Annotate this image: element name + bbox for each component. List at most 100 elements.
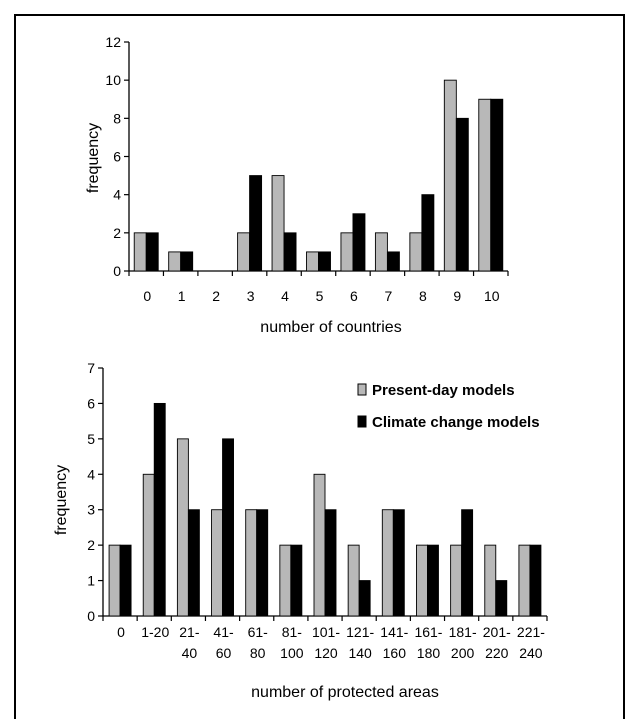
chart-protected-bar-present (484, 544, 497, 617)
chart-protected-x-tick-label: 100 (280, 645, 304, 661)
chart-countries-x-tick-label: 10 (484, 288, 500, 304)
chart-protected-x-tick-label: 1-20 (141, 624, 169, 640)
chart-protected-x-tick-label: 181- (449, 624, 477, 640)
chart-protected-bar-present (381, 509, 394, 617)
legend: Present-day models Climate change models (357, 382, 540, 431)
chart-protected-bar-climate (358, 580, 371, 617)
chart-protected-bar-climate (222, 438, 234, 617)
chart-protected-x-tick-label: 180 (417, 645, 441, 661)
chart-countries-bar-climate (421, 194, 435, 272)
chart-countries-xlabel: number of countries (260, 319, 401, 336)
chart-protected-bar-present (108, 544, 121, 617)
chart-protected-x-tick-label: 200 (451, 645, 475, 661)
chart-protected-bar-present (347, 544, 360, 617)
chart-protected-areas: number of protected areas frequency Pres… (53, 360, 548, 701)
chart-protected-x-tick-label: 0 (117, 624, 125, 640)
chart-countries-bar-climate (386, 251, 400, 272)
chart-countries-x-tick-label: 5 (316, 288, 324, 304)
chart-countries-bar-present (340, 232, 354, 272)
chart-protected-bar-climate (461, 509, 474, 617)
chart-protected-bar-climate (119, 544, 132, 617)
chart-countries-bar-present (237, 232, 251, 272)
chart-protected-x-tick-label: 161- (414, 624, 442, 640)
chart-countries-x-tick-label: 4 (281, 288, 289, 304)
chart-protected-x-tick-label: 221- (517, 624, 545, 640)
chart-protected-x-tick-label: 21- (179, 624, 200, 640)
chart-protected-bar-climate (324, 509, 337, 617)
chart-countries-bar-present (306, 251, 319, 272)
chart-countries: number of countries frequency 0246810120… (85, 34, 509, 336)
chart-protected-x-tick-label: 201- (483, 624, 511, 640)
chart-countries-y-tick-label: 8 (113, 110, 121, 126)
chart-countries-bar-climate (490, 98, 504, 272)
figure-border (14, 14, 625, 719)
chart-countries-y-tick-label: 4 (113, 187, 121, 203)
chart-protected-bar-present (313, 473, 326, 617)
chart-protected-y-tick-label: 6 (87, 395, 95, 411)
chart-protected-bar-climate (290, 544, 303, 617)
chart-countries-x-tick-label: 7 (385, 288, 393, 304)
chart-protected-bar-present (279, 544, 292, 617)
chart-protected-x-tick-label: 80 (250, 645, 266, 661)
chart-countries-y-tick-label: 2 (113, 225, 121, 241)
chart-countries-bar-climate (455, 117, 469, 272)
chart-protected-x-tick-label: 60 (216, 645, 232, 661)
chart-protected-x-tick-label: 40 (182, 645, 198, 661)
chart-protected-bar-present (450, 544, 463, 617)
chart-countries-y-tick-label: 10 (105, 72, 121, 88)
chart-protected-xlabel: number of protected areas (251, 684, 439, 701)
chart-protected-y-tick-label: 5 (87, 431, 95, 447)
chart-countries-bar-climate (352, 213, 366, 272)
chart-protected-x-tick-label: 140 (348, 645, 372, 661)
chart-countries-y-tick-label: 12 (105, 34, 121, 50)
chart-protected-bar-climate (427, 544, 439, 617)
chart-countries-bar-present (478, 98, 492, 272)
chart-protected-bar-present (142, 473, 155, 617)
chart-countries-x-tick-label: 3 (247, 288, 255, 304)
chart-countries-y-tick-label: 0 (113, 263, 121, 279)
chart-protected-x-tick-label: 120 (314, 645, 338, 661)
chart-countries-bar-present (443, 79, 457, 272)
chart-protected-x-tick-label: 160 (383, 645, 407, 661)
chart-countries-bar-present (409, 232, 423, 272)
chart-protected-x-tick-label: 121- (346, 624, 374, 640)
chart-protected-y-tick-label: 7 (87, 360, 95, 376)
chart-countries-bar-climate (145, 232, 159, 272)
chart-protected-y-tick-label: 0 (87, 608, 95, 624)
chart-protected-y-tick-label: 3 (87, 502, 95, 518)
chart-countries-x-tick-label: 8 (419, 288, 427, 304)
chart-protected-bar-climate (495, 580, 508, 617)
chart-countries-x-tick-label: 9 (453, 288, 461, 304)
chart-countries-ylabel: frequency (85, 123, 102, 193)
chart-countries-bar-present (271, 175, 285, 272)
chart-countries-x-tick-label: 1 (178, 288, 186, 304)
chart-countries-bar-climate (283, 232, 297, 272)
chart-protected-x-tick-label: 220 (485, 645, 509, 661)
chart-protected-ylabel: frequency (53, 465, 70, 535)
chart-protected-x-tick-label: 141- (380, 624, 408, 640)
chart-countries-x-tick-label: 2 (212, 288, 220, 304)
chart-protected-bar-climate (187, 509, 200, 617)
chart-countries-x-tick-label: 0 (143, 288, 151, 304)
chart-countries-bar-climate (249, 175, 263, 272)
chart-protected-bar-climate (392, 509, 405, 617)
chart-protected-x-tick-label: 61- (248, 624, 269, 640)
chart-protected-bar-present (518, 544, 531, 617)
chart-countries-bar-present (374, 232, 388, 272)
chart-protected-y-tick-label: 4 (87, 466, 95, 482)
chart-protected-bar-climate (153, 402, 166, 617)
legend-swatch-climate (357, 415, 367, 428)
chart-protected-y-tick-label: 1 (87, 573, 95, 589)
chart-countries-bar-present (133, 232, 147, 272)
chart-countries-bar-climate (180, 251, 194, 272)
chart-protected-bar-climate (256, 509, 269, 617)
chart-protected-bar-climate (529, 544, 542, 617)
chart-protected-x-tick-label: 41- (213, 624, 234, 640)
chart-protected-bar-present (211, 509, 223, 617)
chart-protected-bar-present (416, 544, 428, 617)
chart-countries-bar-present (168, 251, 182, 272)
chart-protected-x-tick-label: 101- (312, 624, 340, 640)
chart-protected-bar-present (245, 509, 258, 617)
legend-swatch-present (357, 383, 367, 396)
